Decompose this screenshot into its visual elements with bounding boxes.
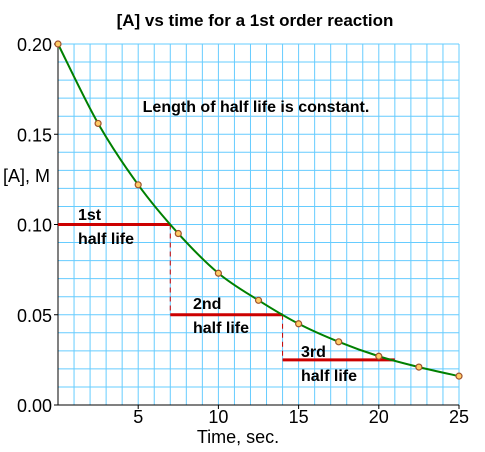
x-tick-label: 20 — [369, 407, 389, 427]
data-point — [134, 181, 142, 189]
data-point — [174, 229, 182, 238]
y-tick-label: 0.05 — [17, 306, 52, 326]
y-axis-label: [A], M — [3, 166, 50, 186]
half-life-3-label-line2: half life — [301, 368, 357, 385]
half-life-markers — [58, 223, 395, 362]
x-tick-label: 25 — [449, 407, 469, 427]
data-point — [94, 119, 102, 128]
data-point — [295, 320, 303, 328]
y-tick-label: 0.10 — [17, 216, 52, 236]
half-life-1-label-line1: 1st — [78, 207, 102, 224]
half-life-1-label-line2: half life — [78, 231, 134, 248]
x-tick-label: 5 — [133, 407, 143, 427]
x-tick-label: 10 — [208, 407, 228, 427]
tick-labels: 5 10 15 20 25 0.00 0.05 0.10 0.15 0.20 — [17, 35, 469, 427]
main-annotation: Length of half life is constant. — [143, 99, 370, 116]
data-point — [254, 296, 263, 304]
y-tick-label: 0.15 — [17, 125, 52, 145]
y-tick-label: 0.00 — [17, 396, 52, 416]
x-tick-label: 15 — [289, 407, 309, 427]
data-point — [415, 363, 423, 371]
data-point — [54, 40, 62, 48]
data-point — [455, 372, 463, 380]
data-point — [335, 338, 343, 346]
data-point — [214, 269, 222, 277]
half-life-3-label-line1: 3rd — [301, 344, 326, 361]
x-axis-label: Time, sec. — [197, 427, 279, 447]
chart-title: [A] vs time for a 1st order reaction — [117, 11, 394, 30]
data-points — [54, 40, 463, 380]
grid — [57, 43, 460, 406]
y-tick-label: 0.20 — [17, 35, 52, 55]
half-life-2-label-line2: half life — [193, 320, 249, 337]
half-life-2-label-line1: 2nd — [193, 296, 221, 313]
data-point — [375, 352, 383, 360]
